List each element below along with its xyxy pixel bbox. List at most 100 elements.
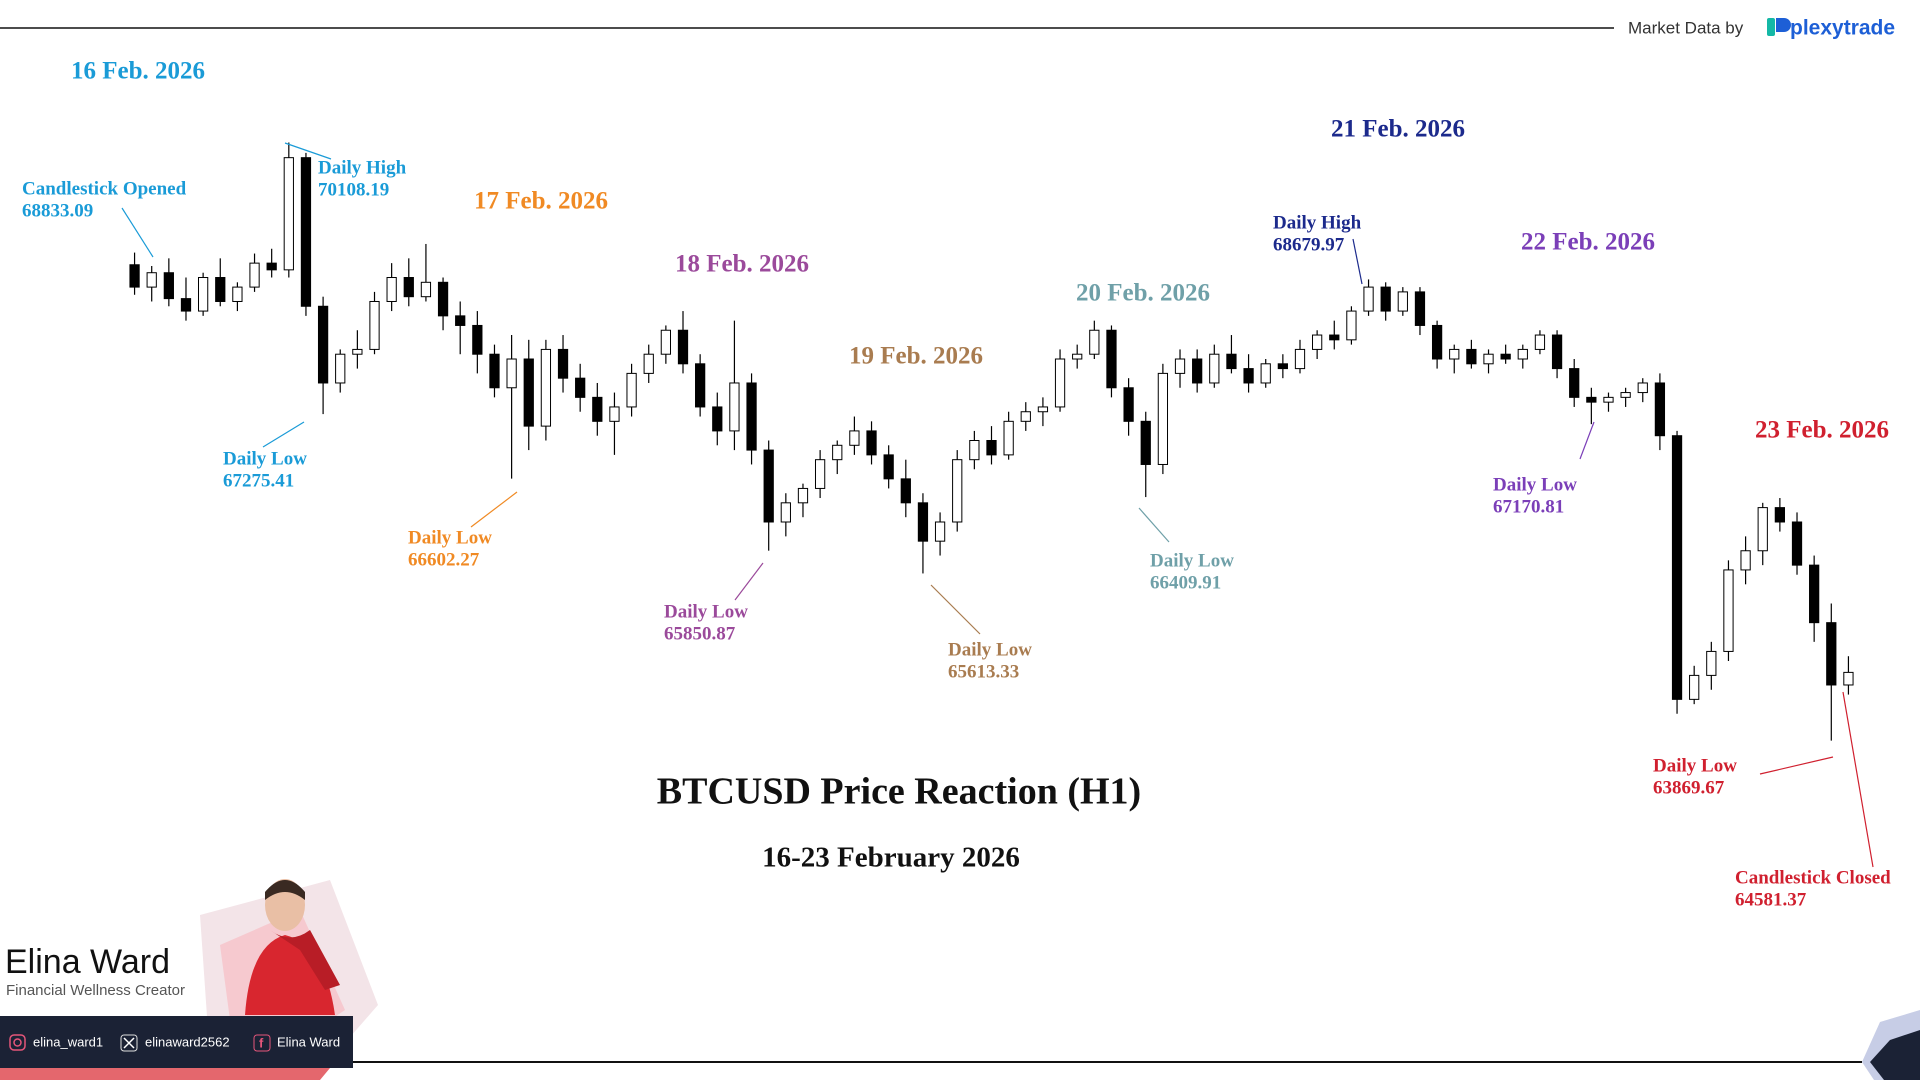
candle-body	[900, 478, 911, 504]
annotation-label: Daily Low	[408, 527, 492, 548]
candle-body	[523, 358, 534, 427]
candle-body	[626, 372, 637, 408]
candle-body	[1809, 564, 1820, 624]
annotation-label: Candlestick Opened	[22, 178, 187, 199]
candle-body	[1243, 368, 1254, 384]
candle-body	[1363, 286, 1374, 312]
candle-body	[420, 281, 432, 298]
annotation-value: 67170.81	[1493, 496, 1564, 517]
social-handle: elinaward2562	[145, 1034, 230, 1049]
candle-body	[557, 348, 569, 379]
candle-body	[1380, 286, 1391, 312]
annotation-value: 63869.67	[1653, 777, 1725, 798]
candle-body	[317, 305, 329, 384]
candle-body	[1089, 329, 1100, 355]
candle-body	[643, 353, 654, 374]
candle-body	[1517, 348, 1528, 360]
candle-body	[1534, 334, 1546, 350]
portrait-scarf	[270, 930, 340, 990]
instagram-icon	[9, 1034, 26, 1051]
logo-mark	[1767, 18, 1775, 36]
annotation-value: 68833.09	[22, 200, 93, 221]
annotation-value: 66602.27	[408, 549, 480, 570]
candle-body	[1637, 382, 1648, 394]
candle-body	[986, 440, 997, 456]
annotation-leader	[930, 584, 981, 635]
annotation-label: Candlestick Closed	[1735, 867, 1891, 888]
annotation-value: 67275.41	[223, 470, 294, 491]
candle-body	[797, 487, 809, 504]
annotation-value: 64581.37	[1735, 889, 1807, 910]
candle-body	[1551, 334, 1563, 370]
annotation-leader	[1352, 238, 1363, 285]
candle-body	[1449, 348, 1460, 360]
candle-body	[540, 348, 552, 427]
candle-body	[215, 277, 226, 302]
logo-mark	[1776, 18, 1791, 32]
candle-body	[352, 348, 363, 355]
source-label: Market Data by	[1628, 18, 1744, 37]
social-handle: elina_ward1	[33, 1034, 103, 1049]
annotation-leader	[121, 207, 154, 258]
candle-body	[180, 298, 192, 312]
day-label: 20 Feb. 2026	[1076, 280, 1210, 307]
candle-body	[1620, 392, 1631, 398]
annotation-leader	[1759, 756, 1834, 775]
portrait-hair	[265, 880, 305, 900]
candle-body	[1603, 396, 1614, 403]
day-label: 18 Feb. 2026	[675, 251, 809, 278]
candle-body	[780, 502, 791, 523]
x-icon	[120, 1034, 138, 1052]
candle-body	[1329, 334, 1340, 341]
candle-body	[1020, 411, 1031, 422]
social-handle: Elina Ward	[277, 1034, 340, 1049]
candle-body	[1037, 406, 1049, 413]
candle-body	[266, 262, 277, 271]
candle-body	[163, 272, 174, 300]
annotation-label: Daily Low	[948, 639, 1032, 660]
candle-body	[369, 300, 380, 350]
annotation-leader	[734, 562, 764, 601]
candle-body	[1312, 334, 1323, 350]
annotation-label: Daily Low	[664, 601, 748, 622]
candle-body	[729, 382, 740, 432]
candle-body	[472, 324, 483, 355]
candle-body	[437, 281, 449, 317]
candle-body	[712, 406, 723, 432]
candle-body	[1414, 291, 1426, 326]
candle-body	[489, 353, 500, 389]
candle-body	[1740, 550, 1751, 571]
candle-body	[1192, 358, 1203, 384]
candle-body	[592, 396, 603, 422]
day-label: 21 Feb. 2026	[1331, 116, 1465, 143]
annotation-value: 68679.97	[1273, 234, 1345, 255]
candle-body	[917, 502, 929, 542]
candle-body	[1106, 329, 1117, 389]
candle-body	[866, 430, 877, 456]
candle-body	[575, 377, 586, 398]
candle-body	[1072, 353, 1083, 360]
candle-body	[146, 272, 157, 288]
candle-body	[609, 406, 620, 422]
facebook-icon: f	[259, 1035, 264, 1050]
candle-body	[1569, 368, 1580, 398]
day-label: 16 Feb. 2026	[71, 58, 205, 85]
candle-body	[849, 430, 860, 446]
candle-body	[506, 358, 517, 389]
candle-body	[1757, 507, 1768, 552]
candle-body	[1260, 363, 1271, 384]
brand-name: plexytrade	[1790, 17, 1895, 40]
annotation-label: Daily Low	[1150, 550, 1234, 571]
profile-card: Elina Ward Financial Wellness Creator el…	[0, 879, 378, 1080]
day-label: 22 Feb. 2026	[1521, 229, 1655, 256]
annotation-leader	[262, 421, 305, 448]
annotation-value: 65613.33	[948, 661, 1019, 682]
x-icon	[123, 1037, 135, 1049]
annotation-leader	[1579, 421, 1595, 460]
candle-body	[1826, 622, 1837, 686]
candle-body	[1054, 358, 1066, 408]
candle-body	[300, 157, 312, 307]
candle-body	[969, 440, 980, 461]
